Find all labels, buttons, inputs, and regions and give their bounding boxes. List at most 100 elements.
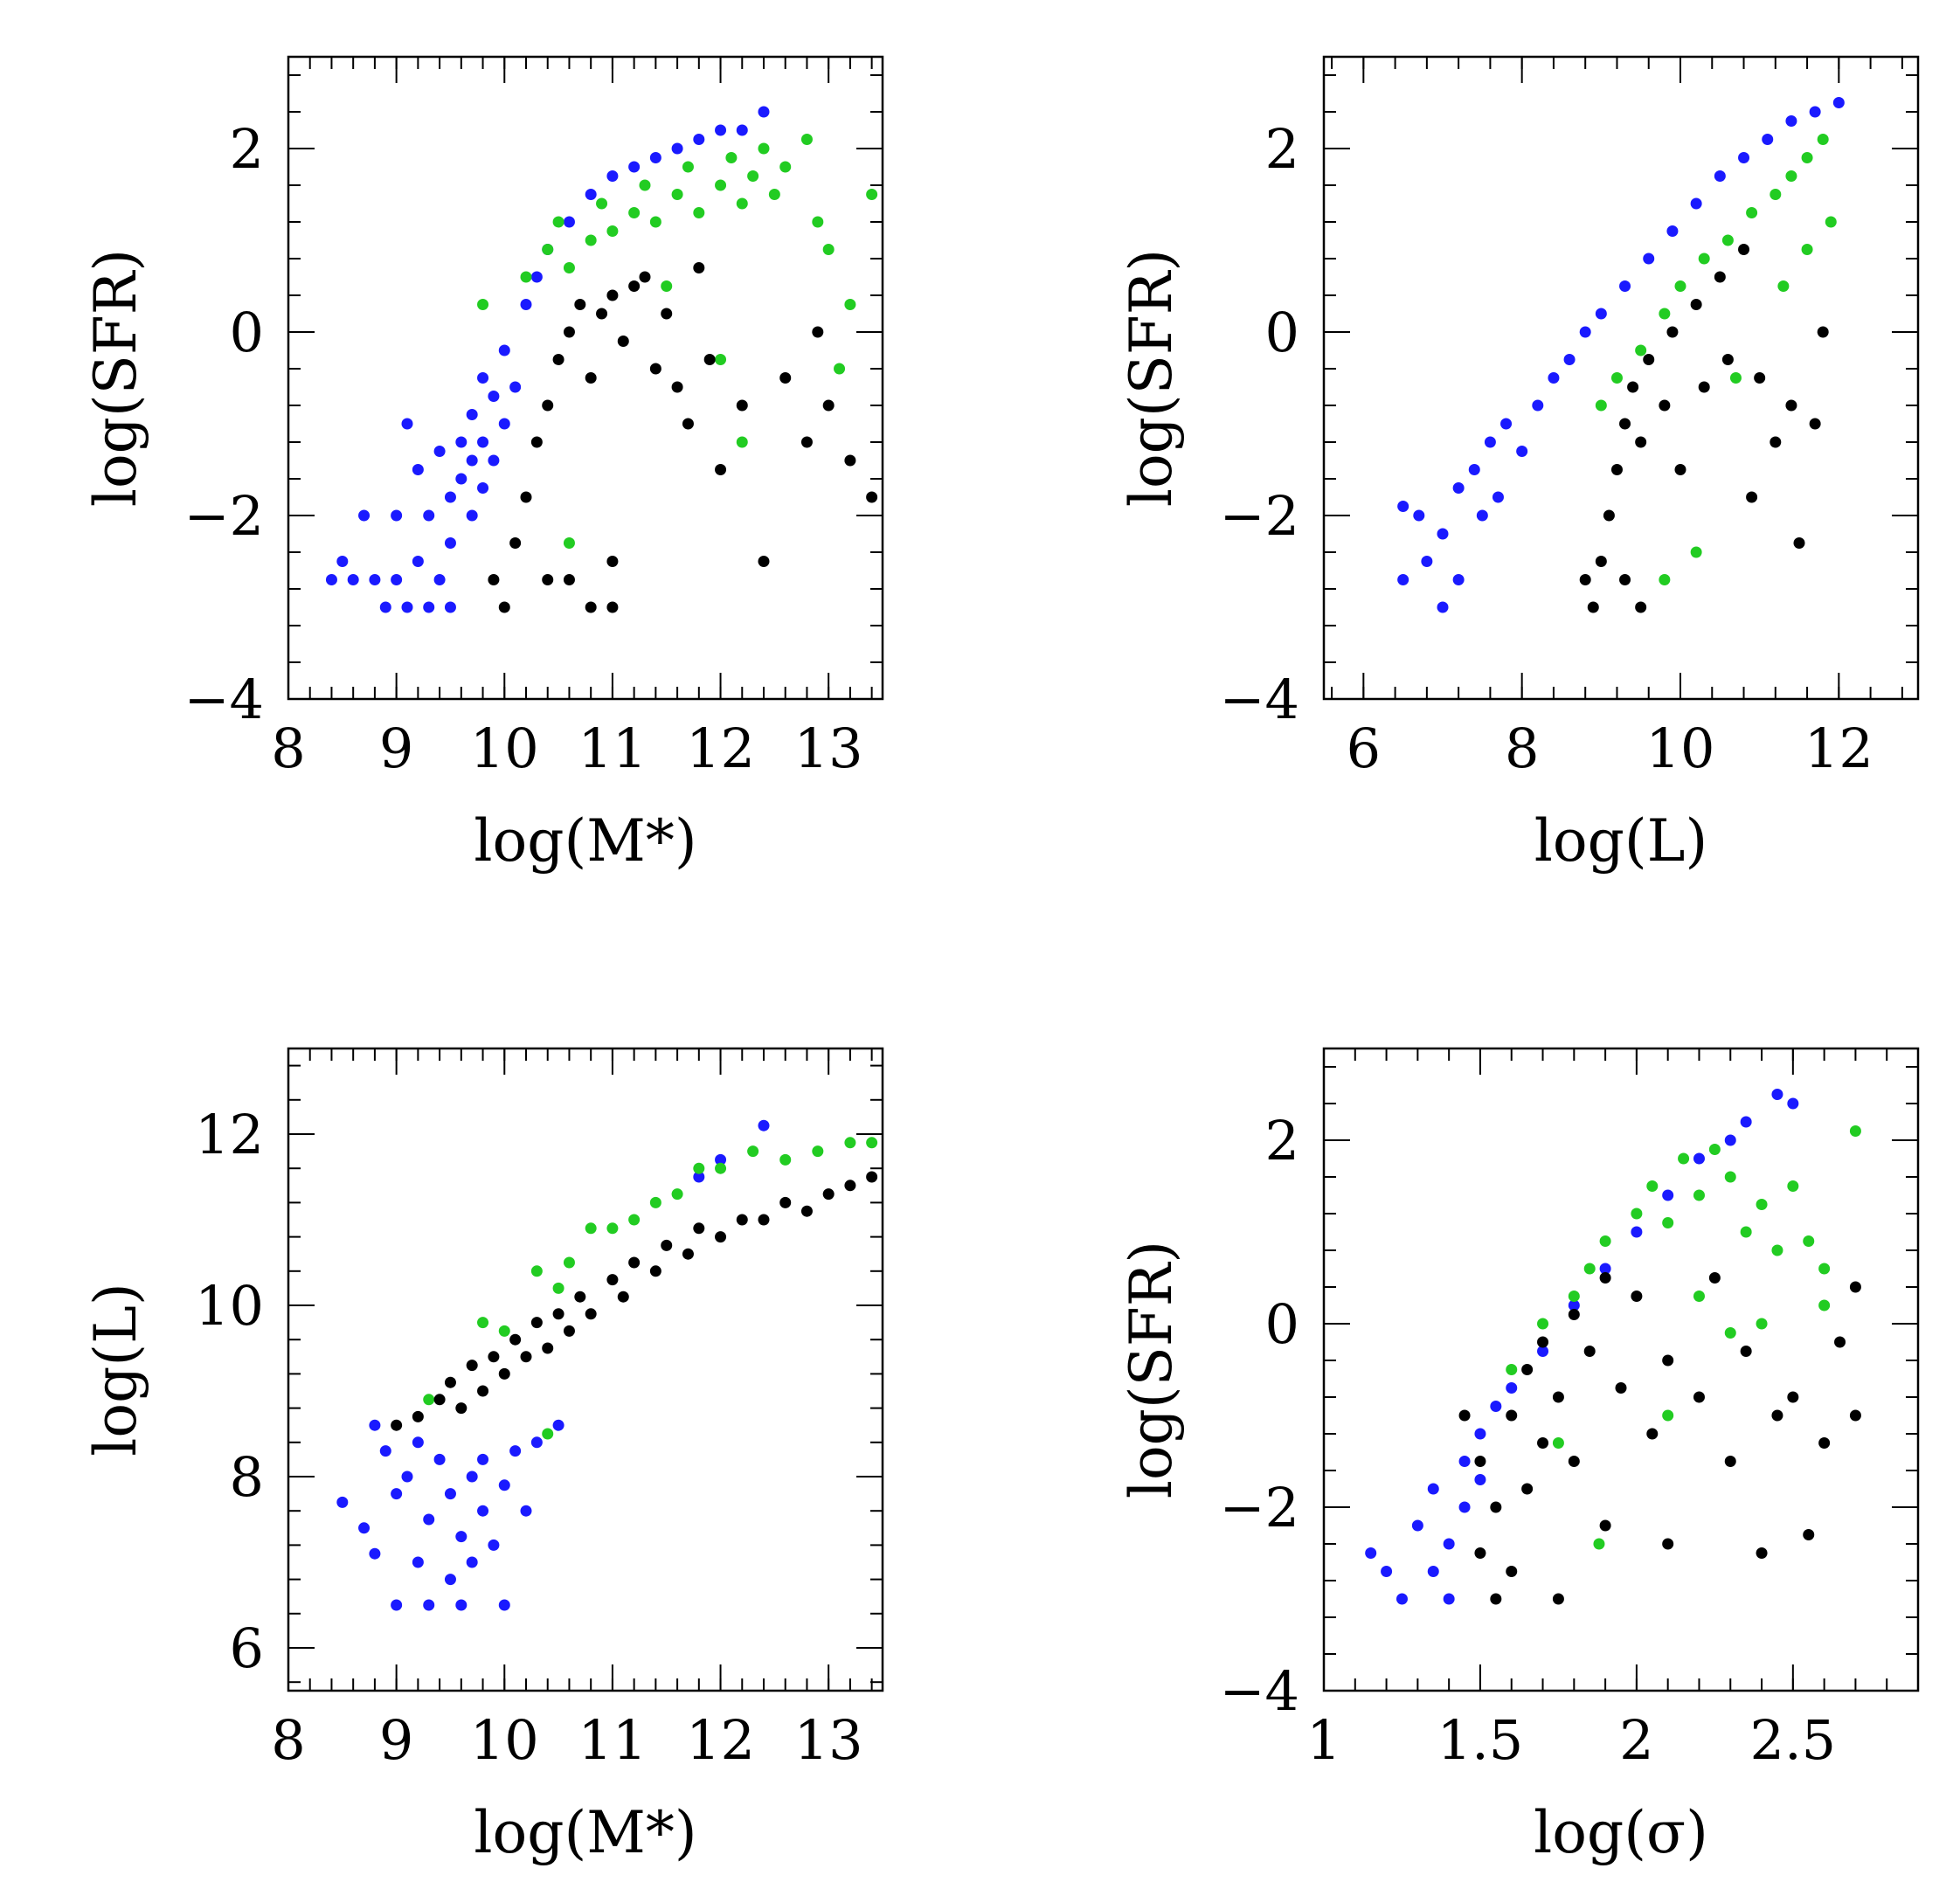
point-green xyxy=(1818,1299,1831,1311)
point-blue xyxy=(1484,436,1496,448)
point-blue xyxy=(606,170,619,182)
point-black xyxy=(552,1308,564,1320)
point-black xyxy=(736,399,748,412)
point-black xyxy=(800,1205,813,1217)
point-black xyxy=(1506,1409,1518,1422)
point-blue xyxy=(369,1419,381,1431)
point-green xyxy=(1659,574,1671,585)
point-green xyxy=(1801,244,1813,255)
y-axis-label: log(SFR) xyxy=(1118,249,1185,507)
point-blue xyxy=(1411,1519,1423,1532)
point-blue xyxy=(336,556,349,567)
point-black xyxy=(1635,436,1647,448)
point-black xyxy=(715,1231,727,1243)
point-blue xyxy=(1599,1263,1611,1275)
point-green xyxy=(1659,308,1671,320)
point-green xyxy=(606,225,619,237)
point-green xyxy=(1631,1208,1643,1220)
data-points xyxy=(1365,1089,1861,1605)
point-blue xyxy=(1693,1152,1705,1165)
point-black xyxy=(606,556,619,567)
point-green xyxy=(800,134,813,145)
point-green xyxy=(1690,546,1702,558)
x-axis-label: log(σ) xyxy=(1534,1799,1708,1866)
point-blue xyxy=(347,574,359,585)
point-green xyxy=(1583,1263,1596,1275)
point-black xyxy=(606,601,619,613)
point-blue xyxy=(369,574,381,585)
point-blue xyxy=(1413,509,1425,522)
point-blue xyxy=(1662,1189,1674,1201)
point-blue xyxy=(1458,1501,1471,1513)
point-green xyxy=(1568,1291,1580,1302)
point-black xyxy=(1474,1547,1486,1559)
point-black xyxy=(606,1274,619,1286)
point-blue xyxy=(498,344,510,356)
point-black xyxy=(1643,354,1655,365)
point-blue xyxy=(498,418,510,430)
point-black xyxy=(758,556,770,567)
point-green xyxy=(1698,253,1710,265)
point-green xyxy=(1610,372,1623,384)
data-points xyxy=(1397,97,1845,613)
point-black xyxy=(1708,1272,1721,1284)
point-black xyxy=(1849,1281,1861,1293)
point-black xyxy=(488,1351,500,1363)
point-black xyxy=(671,381,683,393)
plot-frame xyxy=(1322,55,1920,701)
point-blue xyxy=(358,509,371,522)
point-green xyxy=(725,152,738,163)
point-black xyxy=(715,464,727,475)
data-points xyxy=(336,1119,878,1611)
point-blue xyxy=(466,1556,478,1568)
x-tick-label: 8 xyxy=(1505,716,1539,780)
point-blue xyxy=(552,1419,564,1431)
point-green xyxy=(747,170,759,182)
panel-mass-sfr: 8 9 10 11 12 13 −4 −2 0 2 log(M*) log(SFR) xyxy=(82,55,884,875)
point-black xyxy=(1834,1336,1846,1348)
x-tick-label: 11 xyxy=(578,1708,647,1772)
point-green xyxy=(585,234,597,246)
point-blue xyxy=(1787,1097,1799,1110)
point-blue xyxy=(1474,1428,1486,1440)
point-black xyxy=(649,363,661,375)
point-green xyxy=(812,216,824,228)
point-blue xyxy=(1714,170,1726,182)
point-green xyxy=(477,1317,489,1329)
x-tick-label: 11 xyxy=(578,716,647,780)
point-green xyxy=(530,1265,543,1277)
point-black xyxy=(617,1291,629,1303)
point-black xyxy=(1809,418,1821,430)
point-black xyxy=(1659,399,1671,412)
point-green xyxy=(1756,1199,1768,1210)
panel-sigma-sfr: 1 1.5 2 2.5 −4 −2 0 2 log(σ) log(SFR) xyxy=(1118,1047,1920,1866)
point-black xyxy=(1785,399,1797,412)
point-blue xyxy=(736,124,748,136)
y-tick-label: −2 xyxy=(184,484,264,548)
point-black xyxy=(628,280,641,292)
point-blue xyxy=(1452,482,1465,494)
point-blue xyxy=(1738,152,1750,163)
point-blue xyxy=(391,509,403,522)
plot-frame xyxy=(1322,1047,1920,1692)
point-green xyxy=(661,280,673,292)
point-black xyxy=(1721,354,1734,365)
point-green xyxy=(1662,1409,1674,1422)
point-blue xyxy=(466,409,478,420)
point-green xyxy=(563,1256,575,1269)
x-tick-label: 1 xyxy=(1306,1708,1340,1772)
point-blue xyxy=(477,482,489,494)
point-green xyxy=(596,197,608,210)
point-green xyxy=(628,207,641,218)
point-black xyxy=(412,1410,424,1422)
point-blue xyxy=(412,556,424,567)
point-blue xyxy=(1476,509,1488,522)
point-green xyxy=(736,197,748,210)
point-black xyxy=(498,1367,510,1380)
point-green xyxy=(542,1428,554,1440)
point-green xyxy=(715,354,727,365)
point-black xyxy=(574,1291,586,1303)
x-tick-label: 9 xyxy=(379,716,413,780)
x-tick-label: 2.5 xyxy=(1750,1708,1837,1772)
